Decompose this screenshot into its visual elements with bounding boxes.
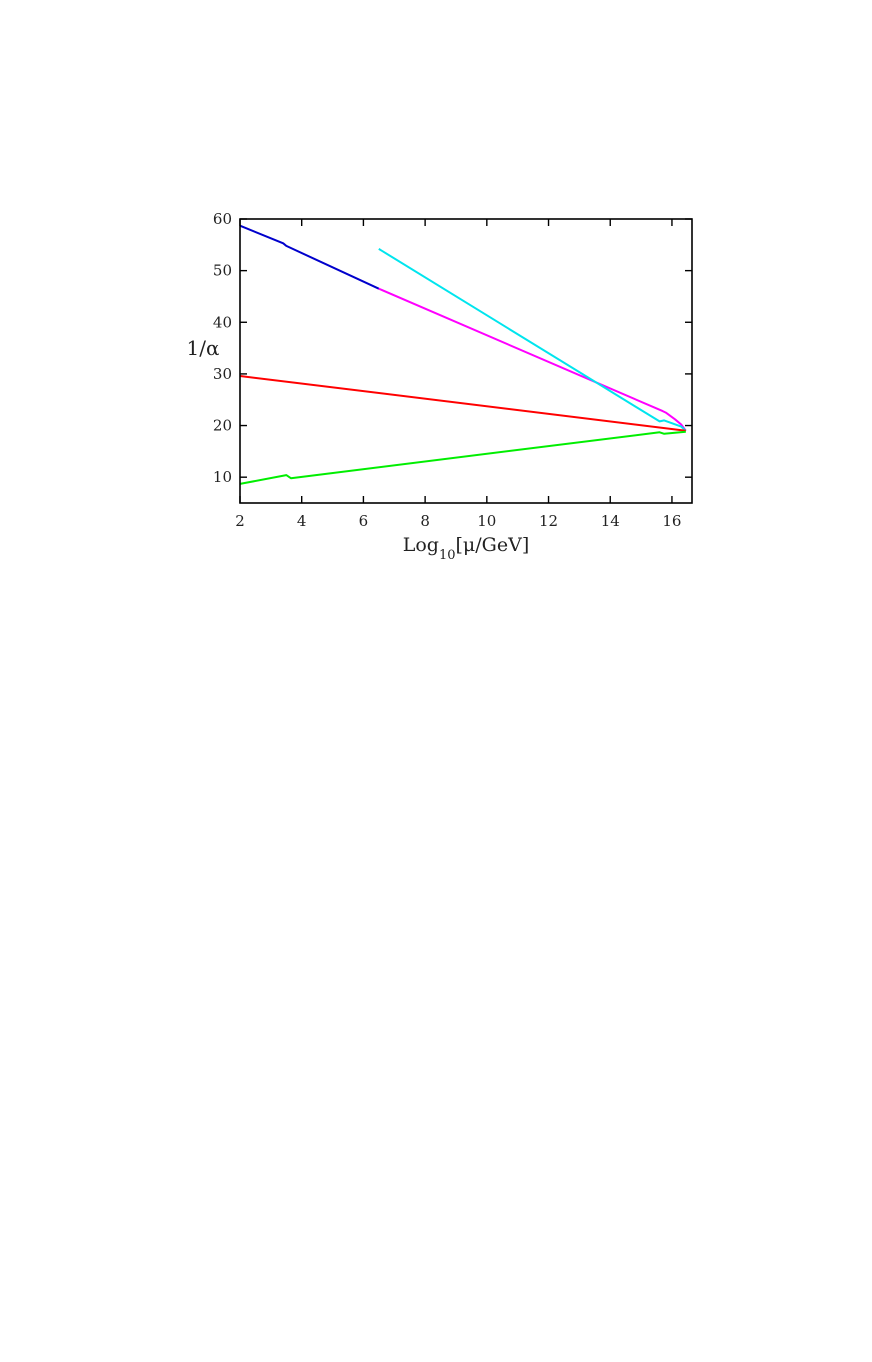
x-tick-label: 2 [235,512,245,530]
x-tick-label: 14 [601,512,620,530]
x-tick-label: 4 [297,512,307,530]
y-tick-label: 40 [213,313,232,331]
y-tick-label: 30 [213,365,232,383]
series-line-5 [239,430,686,485]
plot-frame [239,218,693,504]
x-tick-label: 16 [662,512,681,530]
x-tick-label: 10 [477,512,496,530]
y-tick-label: 10 [213,468,232,486]
y-tick-label: 50 [213,262,232,280]
ticks-layer [239,218,692,503]
series-layer [239,224,687,485]
x-tick-label: 12 [539,512,558,530]
y-axis-title: 1/α [187,336,220,360]
series-line-4 [239,375,686,432]
y-tick-label: 20 [213,417,232,435]
series-line-1 [239,224,380,290]
series-line-2 [378,287,687,432]
series-line-3 [378,248,687,432]
y-tick-label: 60 [213,210,232,228]
x-tick-label: 6 [359,512,369,530]
x-tick-label: 8 [420,512,430,530]
x-axis-title: Log10[μ/GeV] [403,534,529,563]
labels-layer: 2 4 6 8 10 12 14 16 10 20 30 40 50 60 [213,210,682,530]
